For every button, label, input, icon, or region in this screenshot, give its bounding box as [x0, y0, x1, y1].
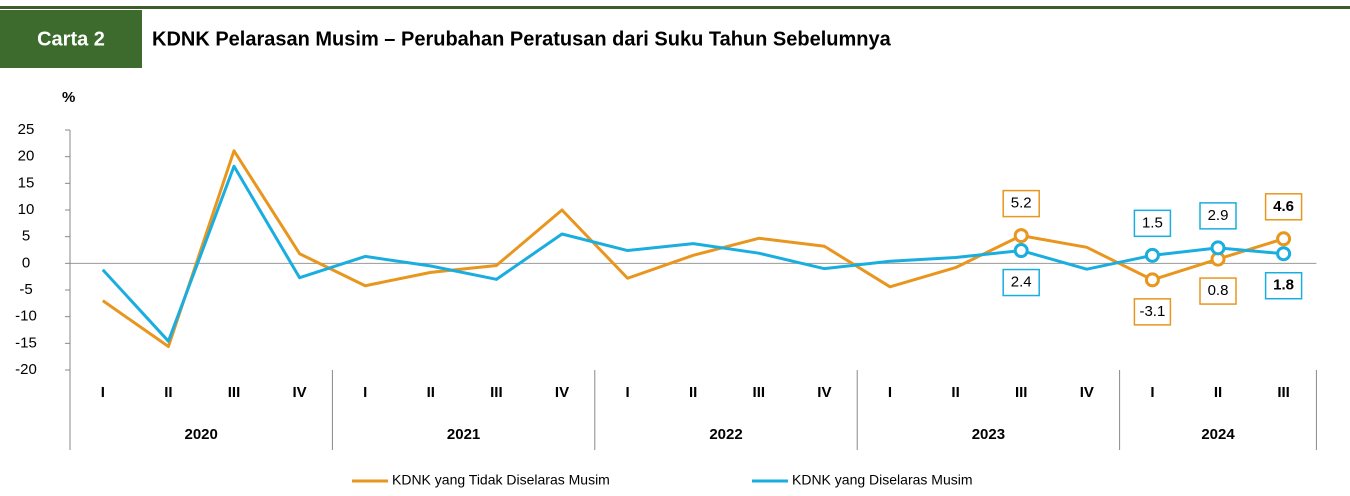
data-label-box	[1002, 189, 1040, 218]
chart-title: KDNK Pelarasan Musim – Perubahan Peratus…	[152, 28, 892, 50]
x-tick-label: II	[951, 384, 959, 401]
y-tick-label: 15	[18, 174, 35, 191]
data-label-box	[1133, 298, 1172, 326]
data-label: 0.8	[1208, 282, 1229, 299]
point-marker	[1013, 228, 1029, 244]
x-tick-label: II	[427, 384, 435, 401]
y-tick-label: -15	[15, 334, 37, 351]
series-line	[101, 149, 1285, 349]
data-label-box	[1199, 277, 1237, 305]
x-group-label: 2022	[709, 426, 742, 443]
legend-label: KDNK yang Diselaras Musim	[792, 472, 973, 488]
x-group-label: 2023	[972, 426, 1005, 443]
point-marker	[1013, 243, 1029, 259]
x-tick-label: I	[626, 384, 630, 401]
data-label: 5.2	[1011, 195, 1032, 212]
legend-label: KDNK yang Tidak Diselaras Musim	[392, 472, 610, 488]
point-marker	[1276, 231, 1292, 247]
y-axis-label: %	[62, 89, 75, 106]
x-tick-label: II	[689, 384, 697, 401]
y-tick-label: 25	[18, 121, 35, 138]
x-tick-label: IV	[293, 384, 307, 401]
data-label: 2.9	[1208, 207, 1229, 224]
x-tick-label: IV	[1080, 384, 1094, 401]
x-tick-label: III	[753, 384, 766, 401]
x-group-label: 2024	[1201, 426, 1235, 443]
x-tick-label: I	[888, 384, 892, 401]
x-tick-label: IV	[555, 384, 569, 401]
y-tick-label: 10	[18, 201, 35, 218]
data-label: -3.1	[1139, 303, 1165, 320]
point-marker	[1210, 240, 1226, 256]
header-label: Carta 2	[37, 28, 105, 50]
data-label: 4.6	[1273, 198, 1294, 215]
y-tick-label: 0	[22, 254, 30, 271]
data-label-box	[1133, 209, 1172, 238]
data-label: 1.5	[1142, 214, 1163, 231]
point-marker	[1276, 246, 1292, 262]
x-group-label: 2020	[185, 426, 218, 443]
x-tick-label: III	[228, 384, 241, 401]
data-label-box	[1264, 271, 1303, 300]
series-line	[101, 164, 1284, 343]
data-label: 2.4	[1011, 274, 1032, 291]
data-label-box	[1199, 202, 1237, 230]
header-badge	[0, 10, 142, 68]
x-tick-label: II	[164, 384, 172, 401]
point-marker	[1144, 272, 1160, 288]
x-tick-label: III	[1015, 384, 1028, 401]
data-label-box	[1002, 268, 1040, 297]
x-group-label: 2021	[447, 426, 480, 443]
x-tick-label: I	[363, 384, 367, 401]
x-tick-label: I	[1150, 384, 1154, 401]
y-tick-label: -10	[15, 308, 37, 325]
x-tick-label: I	[101, 384, 105, 401]
data-label-box	[1264, 193, 1303, 221]
x-tick-label: II	[1214, 384, 1222, 401]
y-tick-label: -5	[19, 281, 32, 298]
header-rule	[0, 6, 1350, 9]
x-tick-label: III	[490, 384, 503, 401]
x-tick-label: III	[1277, 384, 1290, 401]
data-label: 1.8	[1273, 277, 1294, 294]
y-tick-label: 20	[18, 148, 35, 165]
y-tick-label: -20	[15, 361, 37, 378]
point-marker	[1144, 247, 1160, 263]
y-tick-label: 5	[22, 228, 30, 245]
x-tick-label: IV	[817, 384, 831, 401]
